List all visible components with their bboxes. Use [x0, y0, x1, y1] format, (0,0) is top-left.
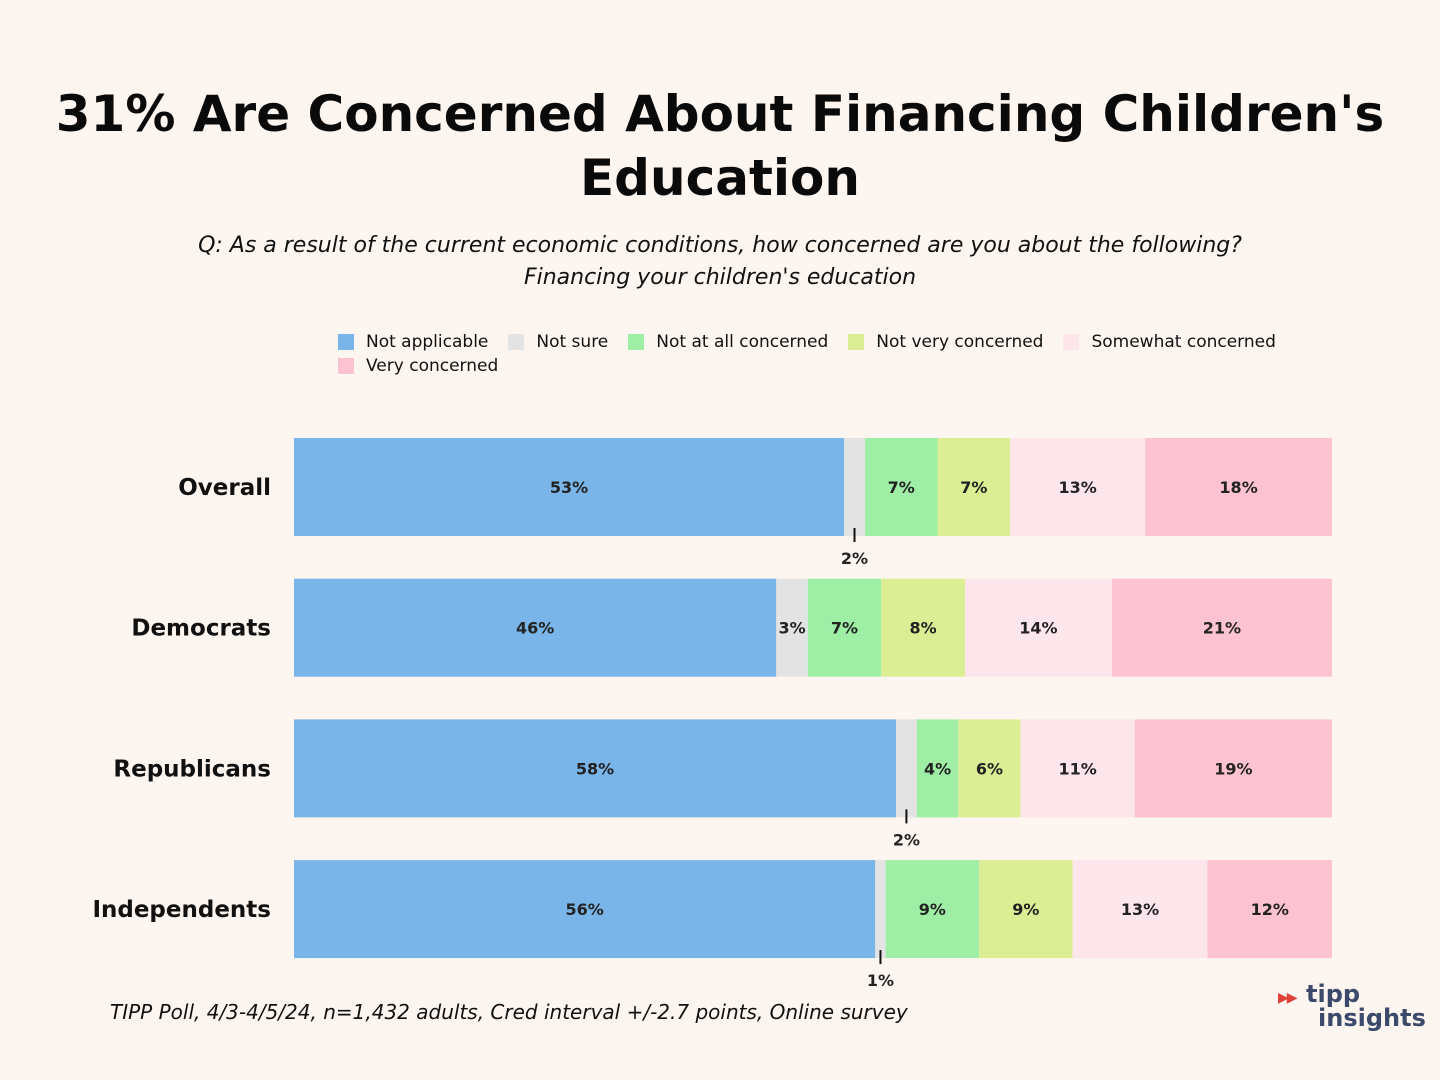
bar-independents-not-very-concerned: [979, 860, 1073, 959]
bar-overall-not-applicable: [294, 438, 845, 536]
bar-republicans-not-sure: [896, 719, 917, 818]
bar-democrats-somewhat-concerned: [965, 578, 1112, 677]
chart-subtitle: Q: As a result of the current economic c…: [0, 230, 1440, 294]
data-label-overall-not-sure: 2%: [841, 549, 868, 568]
bar-republicans-somewhat-concerned: [1020, 719, 1135, 818]
bar-independents-very-concerned: [1207, 860, 1332, 959]
legend-item-not-applicable: Not applicable: [338, 332, 488, 352]
legend-swatch-somewhat-concerned: [1063, 334, 1080, 350]
logo-text-tipp: tipp: [1306, 980, 1361, 1008]
legend-item-very-concerned: Very concerned: [338, 356, 498, 376]
data-label-overall-not-applicable: 53%: [550, 478, 588, 497]
data-label-democrats-not-at-all-concerned: 7%: [831, 619, 858, 638]
category-label-republicans: Republicans: [113, 756, 271, 782]
data-label-independents-not-very-concerned: 9%: [1012, 900, 1039, 919]
data-label-overall-not-very-concerned: 7%: [960, 478, 987, 497]
legend-label-not-very-concerned: Not very concerned: [876, 332, 1044, 352]
bar-democrats-not-at-all-concerned: [807, 578, 882, 677]
category-label-independents: Independents: [92, 897, 271, 923]
chart-legend: Not applicable Not sure Not at all concern…: [338, 332, 1338, 376]
logo-text-insights: insights: [1318, 1004, 1426, 1032]
data-label-democrats-not-applicable: 46%: [516, 619, 554, 638]
legend-item-not-sure: Not sure: [508, 332, 608, 352]
footer-source-note: TIPP Poll, 4/3-4/5/24, n=1,432 adults, C…: [110, 1000, 908, 1024]
bar-republicans-very-concerned: [1134, 719, 1332, 818]
bar-democrats-not-sure: [776, 578, 808, 677]
data-label-democrats-very-concerned: 21%: [1203, 619, 1241, 638]
subtitle-topic: Financing your children's education: [523, 265, 917, 290]
data-label-republicans-somewhat-concerned: 11%: [1059, 759, 1097, 778]
bar-democrats-not-applicable: [294, 578, 777, 677]
data-label-democrats-somewhat-concerned: 14%: [1019, 619, 1057, 638]
data-label-overall-very-concerned: 18%: [1219, 478, 1257, 497]
legend-label-not-at-all-concerned: Not at all concerned: [656, 332, 829, 352]
data-label-democrats-not-very-concerned: 8%: [910, 619, 937, 638]
legend-swatch-not-applicable: [338, 334, 354, 350]
data-label-independents-very-concerned: 12%: [1251, 900, 1289, 919]
bar-independents-not-applicable: [294, 860, 876, 959]
legend-swatch-not-at-all-concerned: [628, 334, 645, 350]
legend-label-very-concerned: Very concerned: [366, 356, 499, 376]
legend-item-not-very-concerned: Not very concerned: [848, 332, 1043, 352]
category-label-democrats: Democrats: [131, 616, 271, 642]
bar-independents-not-sure: [875, 860, 886, 959]
data-label-republicans-not-at-all-concerned: 4%: [924, 759, 951, 778]
chart-title: 31% Are Concerned About Financing Childr…: [55, 85, 1385, 207]
category-label-overall: Overall: [178, 475, 271, 501]
data-label-republicans-very-concerned: 19%: [1214, 759, 1252, 778]
bar-overall-somewhat-concerned: [1010, 438, 1146, 536]
data-label-republicans-not-sure: 2%: [893, 830, 920, 849]
bar-independents-somewhat-concerned: [1072, 860, 1208, 959]
bar-overall-not-at-all-concerned: [864, 438, 938, 536]
bar-independents-not-at-all-concerned: [885, 860, 980, 959]
data-label-overall-not-at-all-concerned: 7%: [888, 478, 915, 497]
tipp-insights-logo: ▶▶ tipp insights: [1278, 980, 1428, 1040]
legend-item-somewhat-concerned: Somewhat concerned: [1063, 332, 1276, 352]
bar-overall-not-very-concerned: [937, 438, 1011, 536]
bar-republicans-not-at-all-concerned: [916, 719, 959, 818]
legend-label-not-applicable: Not applicable: [366, 332, 489, 352]
data-label-independents-not-at-all-concerned: 9%: [919, 900, 946, 919]
legend-label-not-sure: Not sure: [536, 332, 609, 352]
bar-democrats-very-concerned: [1111, 578, 1332, 677]
data-label-independents-somewhat-concerned: 13%: [1121, 900, 1159, 919]
bar-republicans-not-applicable: [294, 719, 897, 818]
bar-democrats-not-very-concerned: [881, 578, 966, 677]
bar-republicans-not-very-concerned: [958, 719, 1021, 818]
data-label-independents-not-applicable: 56%: [565, 900, 603, 919]
logo-arrow-icon: ▶▶: [1278, 990, 1297, 1006]
bar-overall-not-sure: [844, 438, 865, 536]
legend-swatch-not-sure: [508, 334, 525, 350]
legend-swatch-not-very-concerned: [848, 334, 865, 350]
legend-label-somewhat-concerned: Somewhat concerned: [1091, 332, 1276, 352]
data-label-overall-somewhat-concerned: 13%: [1059, 478, 1097, 497]
data-label-republicans-not-very-concerned: 6%: [976, 759, 1003, 778]
legend-item-not-at-all-concerned: Not at all concerned: [628, 332, 828, 352]
data-label-democrats-not-sure: 3%: [778, 619, 805, 638]
bar-overall-very-concerned: [1145, 438, 1332, 536]
legend-swatch-very-concerned: [338, 358, 354, 374]
data-label-independents-not-sure: 1%: [867, 971, 894, 990]
data-label-republicans-not-applicable: 58%: [576, 759, 614, 778]
subtitle-question: Q: As a result of the current economic c…: [198, 233, 1242, 258]
